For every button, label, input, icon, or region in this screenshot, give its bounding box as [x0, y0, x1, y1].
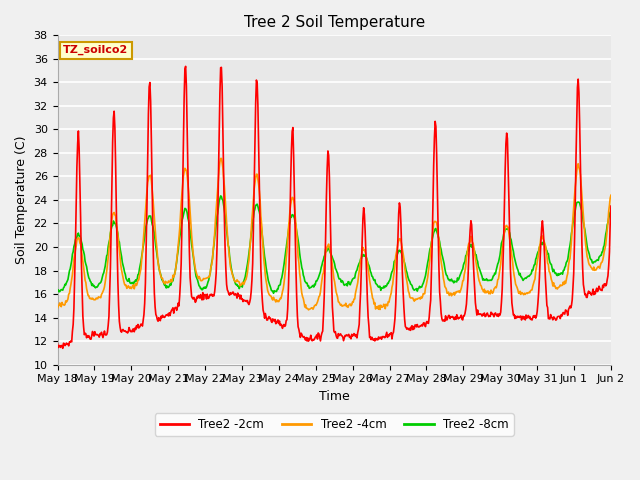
Tree2 -2cm: [291, 228, 299, 233]
Tree2 -2cm: [452, 316, 460, 322]
Tree2 -8cm: [269, 290, 277, 296]
Tree2 -4cm: [452, 290, 460, 296]
Tree2 -8cm: [465, 244, 473, 250]
Tree2 -4cm: [305, 307, 312, 313]
Tree2 -4cm: [131, 283, 139, 288]
Tree2 -8cm: [607, 209, 615, 215]
Text: TZ_soilco2: TZ_soilco2: [63, 45, 128, 56]
Tree2 -8cm: [217, 193, 225, 199]
Tree2 -2cm: [132, 327, 140, 333]
Tree2 -4cm: [291, 202, 298, 208]
Tree2 -2cm: [59, 346, 67, 351]
Tree2 -2cm: [607, 203, 615, 209]
Tree2 -2cm: [465, 240, 473, 246]
Tree2 -4cm: [56, 300, 63, 306]
X-axis label: Time: Time: [319, 390, 349, 403]
Tree2 -8cm: [54, 289, 61, 295]
Tree2 -8cm: [131, 279, 139, 285]
Tree2 -8cm: [56, 288, 63, 294]
Line: Tree2 -4cm: Tree2 -4cm: [58, 158, 611, 310]
Tree2 -8cm: [312, 278, 320, 284]
Legend: Tree2 -2cm, Tree2 -4cm, Tree2 -8cm: Tree2 -2cm, Tree2 -4cm, Tree2 -8cm: [155, 413, 514, 436]
Title: Tree 2 Soil Temperature: Tree 2 Soil Temperature: [244, 15, 425, 30]
Tree2 -2cm: [56, 343, 63, 348]
Tree2 -4cm: [218, 156, 225, 161]
Tree2 -4cm: [465, 240, 473, 246]
Line: Tree2 -2cm: Tree2 -2cm: [58, 66, 611, 348]
Tree2 -2cm: [182, 63, 189, 69]
Tree2 -4cm: [54, 305, 61, 311]
Tree2 -2cm: [312, 334, 320, 339]
Tree2 -4cm: [312, 302, 320, 308]
Line: Tree2 -8cm: Tree2 -8cm: [58, 196, 611, 293]
Tree2 -2cm: [54, 341, 61, 347]
Tree2 -4cm: [607, 192, 615, 198]
Y-axis label: Soil Temperature (C): Soil Temperature (C): [15, 136, 28, 264]
Tree2 -8cm: [291, 219, 299, 225]
Tree2 -8cm: [452, 279, 460, 285]
